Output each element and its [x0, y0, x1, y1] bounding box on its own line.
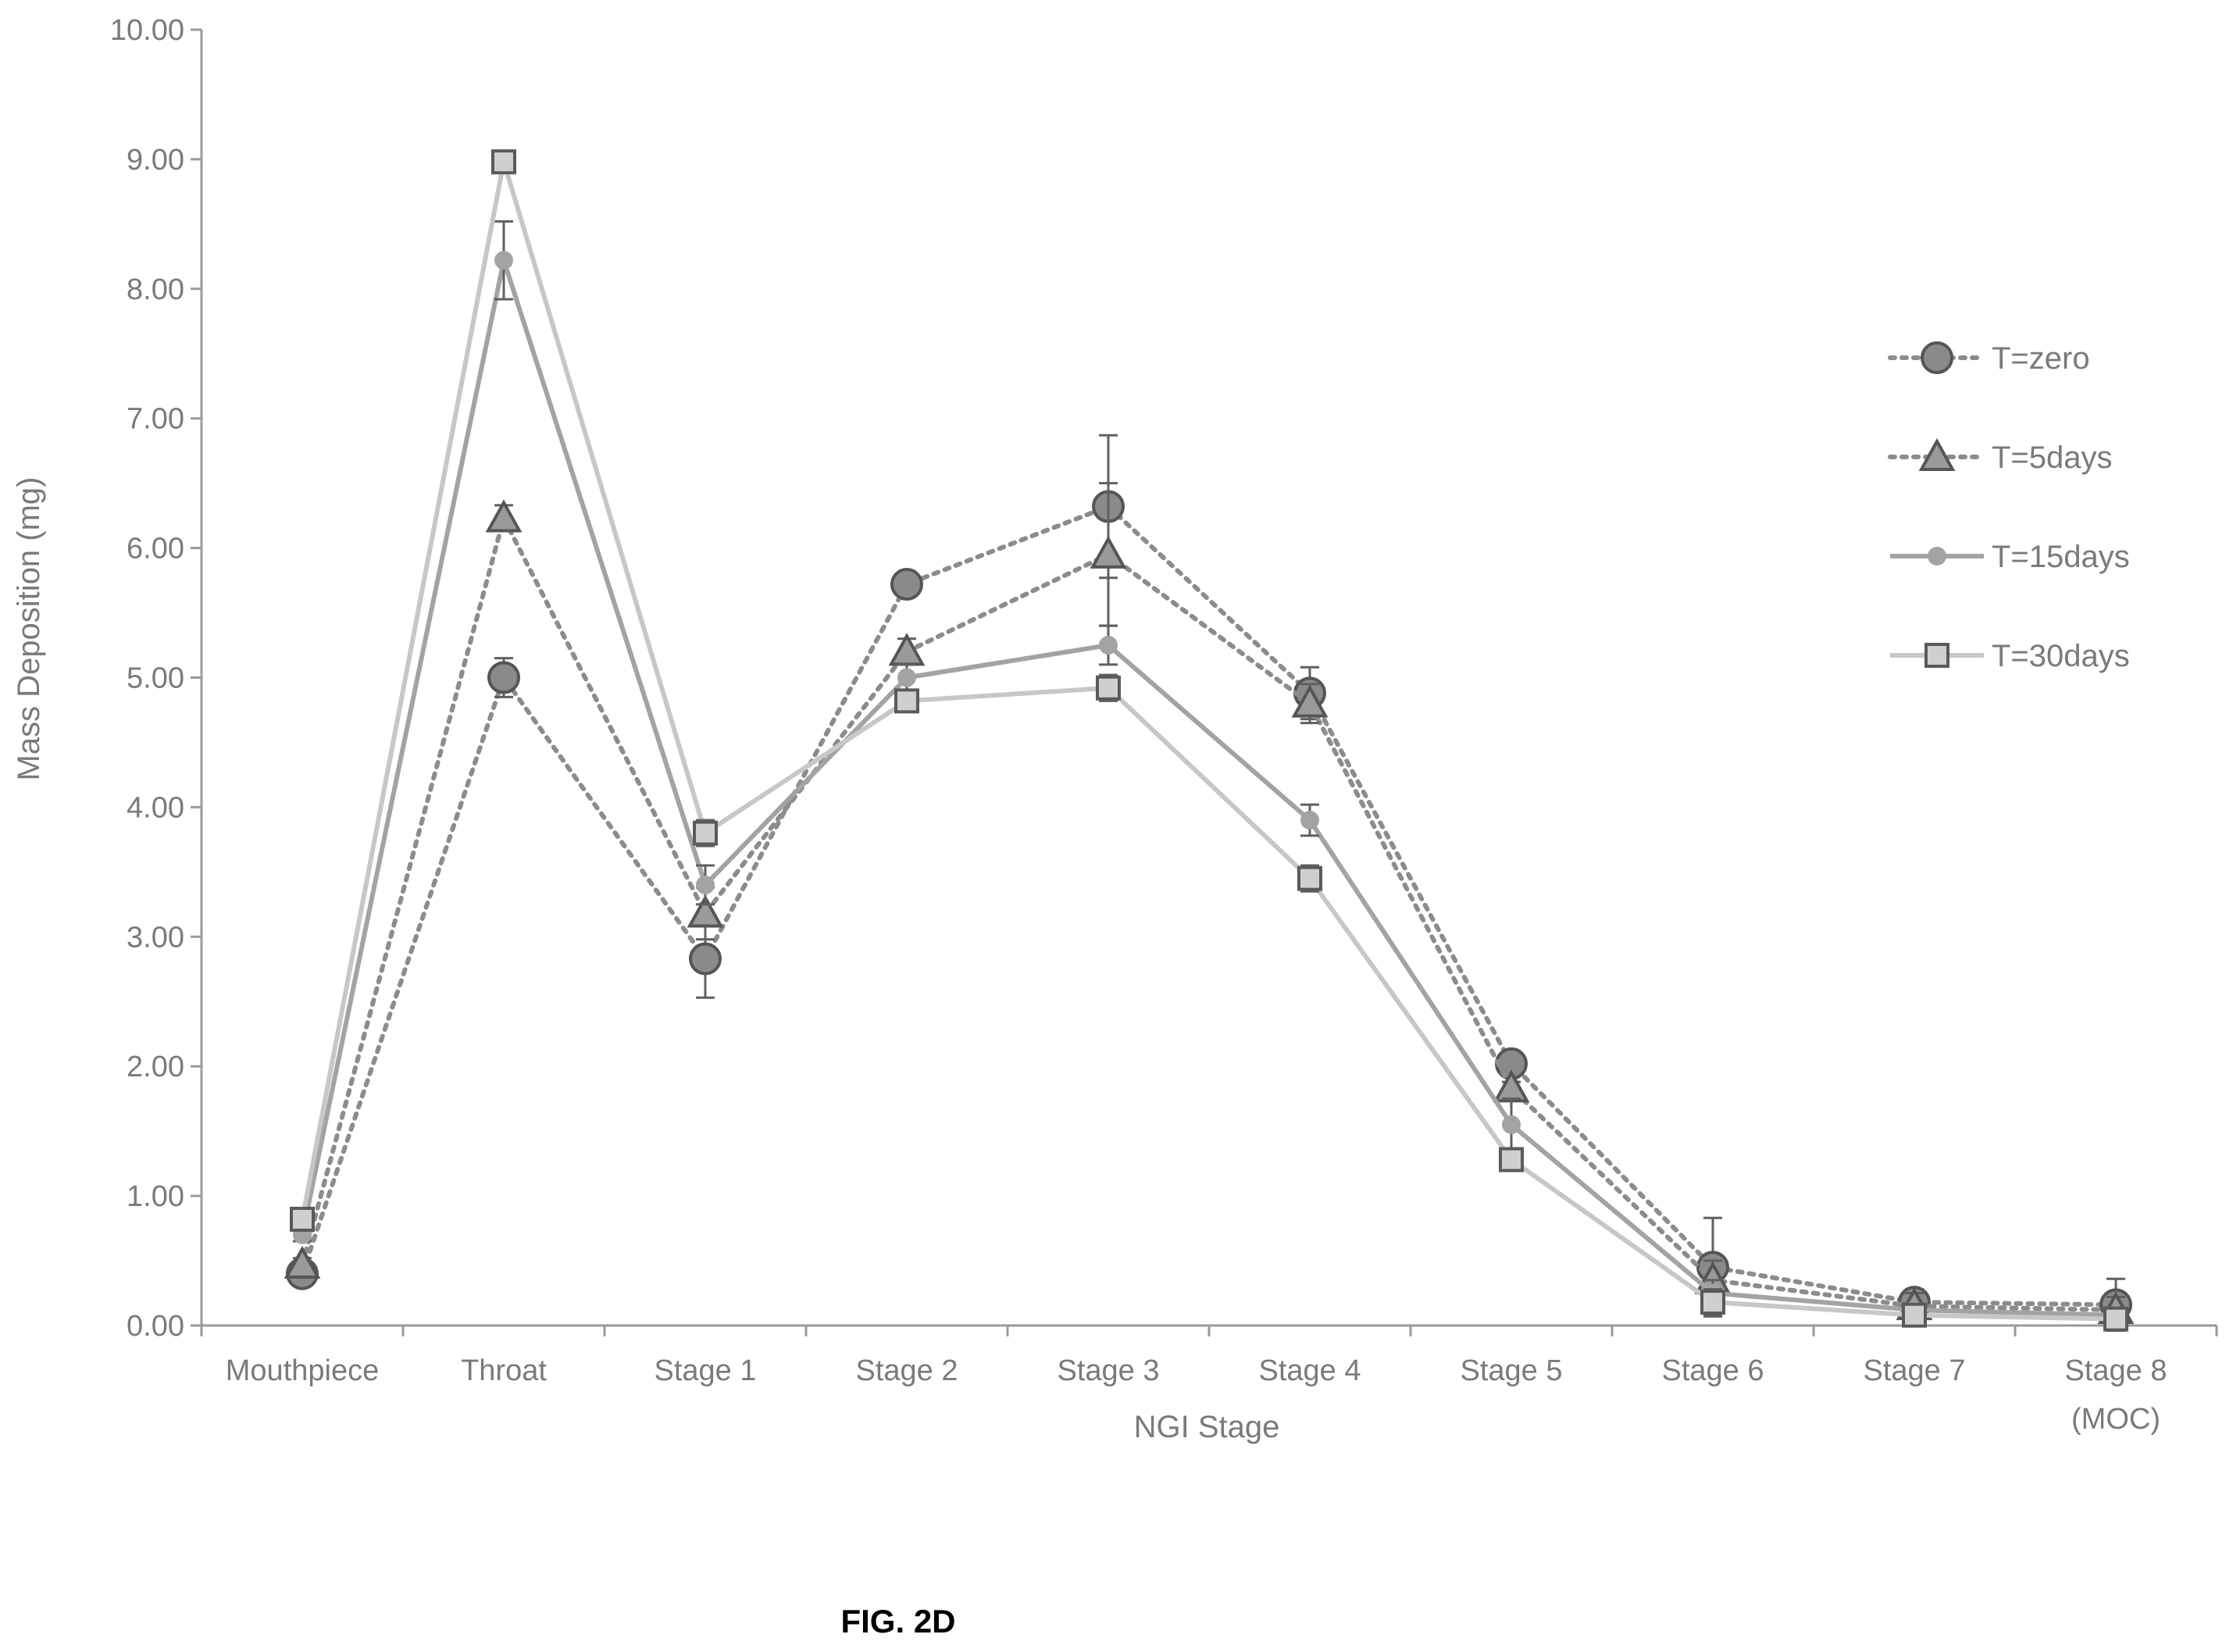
- x-tick-label: Stage 2: [856, 1354, 958, 1387]
- data-point-t-5days: [1291, 684, 1329, 718]
- legend-item-t-30days: T=30days: [1890, 639, 2130, 673]
- chart-legend: T=zero T=5days T=15days T=30days: [1888, 341, 2130, 673]
- y-tick-label: 7.00: [127, 403, 184, 436]
- legend-marker: [1928, 547, 1946, 566]
- x-tick-label: Stage 6: [1662, 1354, 1764, 1387]
- data-point-t-15days: [1300, 810, 1319, 830]
- data-point-t-30days: [894, 688, 919, 714]
- legend-label: T=30days: [1992, 639, 2130, 673]
- y-tick-label: 10.00: [110, 14, 184, 47]
- y-tick-label: 4.00: [127, 791, 184, 824]
- data-point-t-15days: [1502, 1115, 1521, 1134]
- data-point-t-5days: [888, 633, 926, 666]
- y-tick-label: 2.00: [127, 1051, 184, 1083]
- legend-item-t-zero: T=zero: [1888, 341, 2090, 376]
- data-point-t-30days: [290, 1206, 315, 1232]
- x-tick-label: Throat: [461, 1354, 547, 1387]
- legend-item-t-15days: T=15days: [1890, 540, 2130, 574]
- legend-label: T=15days: [1992, 540, 2130, 574]
- data-point-t-30days: [1297, 865, 1322, 891]
- data-point-t-30days: [2103, 1306, 2128, 1332]
- data-point-t-5days: [687, 894, 724, 928]
- chart-series: [284, 149, 2135, 1333]
- series-line-t-30days: [300, 159, 2117, 1322]
- legend-label: T=5days: [1992, 441, 2113, 475]
- series-t-30days: [290, 149, 2128, 1332]
- legend-marker: [1918, 437, 1956, 471]
- data-point-t-30days: [1096, 675, 1121, 701]
- data-point-t-5days: [284, 1245, 321, 1279]
- data-point-t-5days: [485, 499, 523, 533]
- data-point-t-30days: [1700, 1290, 1725, 1315]
- legend-label: T=zero: [1992, 341, 2090, 376]
- data-point-t-zero: [689, 942, 722, 976]
- y-tick-label: 3.00: [127, 921, 184, 954]
- series-line-t-15days: [300, 258, 2117, 1318]
- data-point-t-30days: [491, 149, 516, 175]
- data-point-t-zero: [890, 568, 923, 601]
- x-tick-label: Stage 4: [1259, 1354, 1361, 1387]
- data-point-t-30days: [693, 820, 718, 846]
- x-tick-label: Stage 1: [655, 1354, 757, 1387]
- legend-marker: [1921, 341, 1953, 374]
- data-point-t-15days: [494, 251, 513, 270]
- y-tick-label: 8.00: [127, 273, 184, 306]
- y-tick-label: 6.00: [127, 533, 184, 566]
- x-tick-label: Stage 3: [1058, 1354, 1160, 1387]
- data-point-t-15days: [696, 875, 715, 894]
- x-axis-title: NGI Stage: [1134, 1410, 1280, 1444]
- x-tick-label: Stage 8: [2065, 1354, 2167, 1387]
- data-point-t-30days: [1902, 1302, 1927, 1328]
- x-tick-label: Mouthpiece: [226, 1354, 379, 1387]
- chart-axes: [191, 28, 2218, 1336]
- series-line-t-zero: [300, 504, 2118, 1308]
- series-t-15days: [293, 220, 2125, 1325]
- series-t-zero: [286, 434, 2132, 1333]
- y-tick-label: 9.00: [127, 144, 184, 177]
- x-tick-label: (MOC): [2071, 1403, 2160, 1436]
- x-tick-label: Stage 7: [1864, 1354, 1966, 1387]
- y-axis-title: Mass Deposition (mg): [12, 476, 46, 780]
- data-point-t-15days: [897, 668, 916, 687]
- legend-item-t-5days: T=5days: [1888, 437, 2113, 475]
- figure-caption: FIG. 2D: [840, 1603, 955, 1640]
- series-line-t-5days: [300, 516, 2118, 1313]
- data-point-t-15days: [1099, 636, 1118, 655]
- data-point-t-zero: [487, 661, 520, 694]
- data-point-t-30days: [1499, 1147, 1524, 1172]
- legend-marker: [1924, 643, 1949, 668]
- y-tick-label: 0.00: [127, 1310, 184, 1343]
- y-tick-label: 1.00: [127, 1180, 184, 1213]
- data-point-t-5days: [1090, 535, 1127, 569]
- chart-tick-labels: 0.00 1.00 2.00 3.00 4.00 5.00 6.00 7.00 8.00 9.00…: [110, 14, 2167, 1436]
- x-tick-label: Stage 5: [1461, 1354, 1563, 1387]
- y-tick-label: 5.00: [127, 662, 184, 695]
- series-t-5days: [284, 482, 2135, 1325]
